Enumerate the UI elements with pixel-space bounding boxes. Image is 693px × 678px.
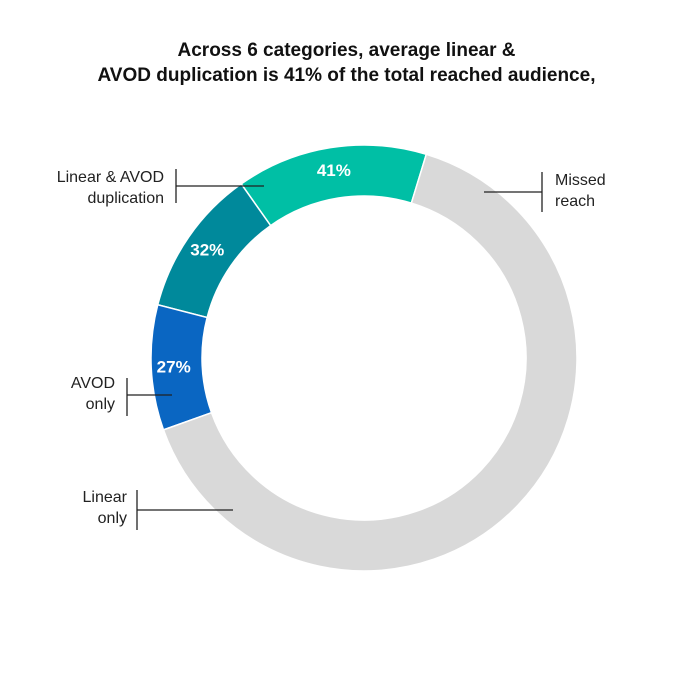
category-label-line: Linear & AVOD: [57, 169, 164, 186]
chart-title-line-2: AVOD duplication is 41% of the total rea…: [97, 65, 596, 86]
category-label-line: reach: [555, 193, 595, 210]
slice-missed-reach: [162, 153, 578, 572]
category-label-line: AVOD: [71, 375, 115, 392]
category-label-avod-only: AVOD only: [71, 375, 115, 413]
category-label-line: Missed: [555, 172, 606, 189]
category-label-linear-only: Linear only: [83, 489, 128, 527]
chart-title-line-1: Across 6 categories, average linear &: [177, 40, 516, 61]
slice-value-avod-only: 32%: [190, 241, 224, 260]
donut-slices: [150, 144, 578, 572]
category-label-line: duplication: [88, 190, 165, 207]
category-label-linear-avod-duplication: Linear & AVOD duplication: [57, 169, 164, 207]
slice-linear-avod-duplication: [240, 144, 428, 227]
slice-value-linear-avod-duplication: 41%: [317, 161, 351, 180]
leader-lines: Linear & AVOD duplication AVOD only Linear on…: [57, 169, 606, 530]
slice-value-linear-only: 27%: [157, 358, 191, 377]
category-label-line: only: [86, 396, 115, 413]
category-label-line: Linear: [83, 489, 128, 506]
slice-labels: 41% 32% 27%: [157, 161, 351, 377]
category-label-missed-reach: Missed reach: [555, 172, 606, 210]
chart-title: Across 6 categories, average linear & AV…: [0, 38, 693, 88]
category-label-line: only: [98, 510, 127, 527]
